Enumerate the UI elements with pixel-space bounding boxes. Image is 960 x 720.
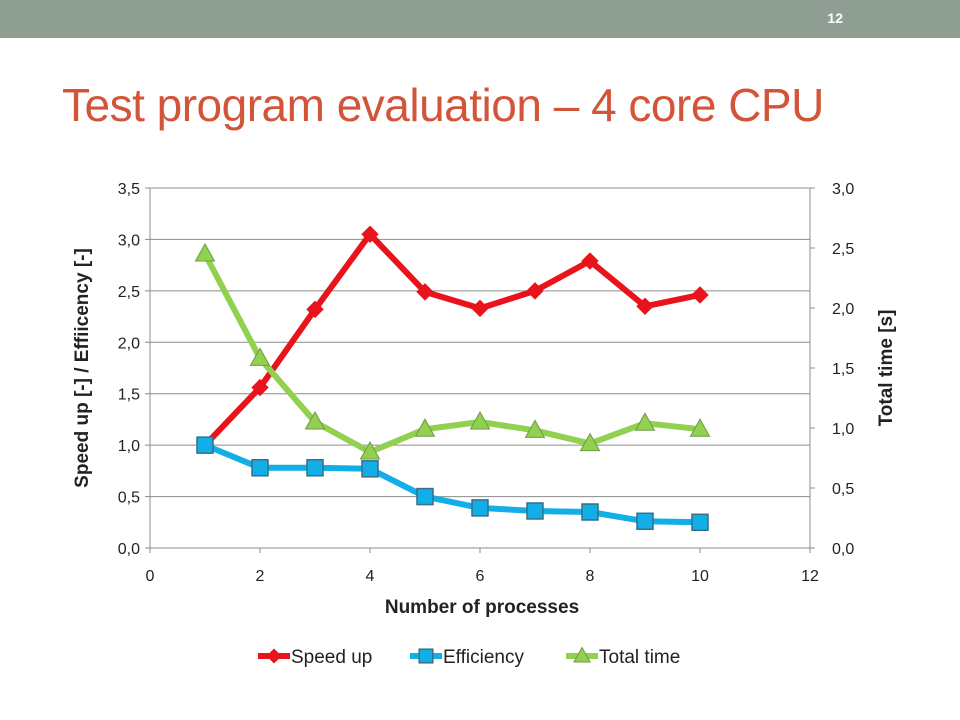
- efficiency-point: [581, 503, 599, 521]
- y-tick-label: 0,0: [118, 541, 140, 558]
- x-tick-label: 4: [366, 568, 375, 585]
- y-tick-label: 3,0: [118, 232, 140, 249]
- legend-label-speed-up: Speed up: [291, 647, 372, 668]
- y-axis-title: Speed up [-] / Effiicency [-]: [72, 248, 93, 488]
- efficiency-point: [196, 436, 214, 454]
- speed-up-point: [416, 283, 434, 301]
- speed-up-point: [691, 286, 709, 304]
- efficiency-point: [691, 513, 709, 532]
- efficiency-point: [471, 499, 489, 517]
- top-bar: [0, 0, 960, 38]
- y-tick-label: 1,0: [118, 438, 140, 455]
- total-time-point: [194, 242, 216, 262]
- y2-axis-title: Total time [s]: [876, 310, 897, 427]
- x-tick-label: 6: [476, 568, 485, 585]
- y2-tick-label: 1,5: [832, 361, 854, 378]
- speed-up-point: [251, 378, 269, 397]
- legend-marker-total-time: [573, 646, 591, 663]
- efficiency-point: [361, 460, 379, 478]
- total-time-line: [202, 252, 701, 455]
- efficiency-point: [306, 459, 324, 477]
- y2-tick-label: 2,0: [832, 301, 854, 318]
- efficiency-line: [203, 442, 701, 526]
- x-tick-label: 0: [146, 568, 155, 585]
- slide-number: 12: [827, 10, 843, 26]
- y2-tick-label: 0,5: [832, 481, 854, 498]
- slide-title: Test program evaluation – 4 core CPU: [62, 79, 824, 131]
- speed-up-point: [581, 252, 599, 270]
- y-tick-label: 2,5: [118, 284, 140, 301]
- speed-up-point: [471, 299, 489, 318]
- legend-marker-speed-up: [266, 648, 282, 664]
- speed-up-point: [306, 300, 324, 319]
- total-time-point: [249, 347, 271, 366]
- y2-tick-label: 3,0: [832, 181, 854, 198]
- efficiency-point: [251, 459, 269, 477]
- speed-up-point: [636, 297, 654, 315]
- y2-tick-label: 1,0: [832, 421, 854, 438]
- y-tick-label: 2,0: [118, 335, 140, 352]
- total-time-point: [304, 410, 326, 430]
- x-tick-label: 12: [801, 568, 819, 585]
- legend-label-efficiency: Efficiency: [443, 647, 524, 668]
- y2-tick-label: 0,0: [832, 541, 854, 558]
- speed-up-line: [202, 231, 701, 448]
- total-time-point: [689, 418, 711, 437]
- legend-marker-efficiency: [418, 648, 434, 664]
- efficiency-point: [416, 487, 434, 506]
- efficiency-point: [526, 502, 544, 520]
- y-tick-label: 1,5: [118, 387, 140, 404]
- y2-tick-label: 2,5: [832, 241, 854, 258]
- speed-up-point: [526, 282, 544, 300]
- legend-label-total-time: Total time: [599, 647, 680, 668]
- x-tick-label: 8: [586, 568, 595, 585]
- total-time-point: [634, 412, 656, 431]
- speed-up-point: [361, 225, 379, 243]
- x-axis-title: Number of processes: [385, 597, 579, 618]
- x-tick-label: 2: [256, 568, 265, 585]
- total-time-point: [414, 418, 436, 437]
- efficiency-point: [636, 512, 654, 531]
- total-time-point: [359, 440, 381, 460]
- total-time-point: [524, 419, 546, 438]
- x-tick-label: 10: [691, 568, 709, 585]
- y-tick-label: 0,5: [118, 490, 140, 507]
- total-time-point: [579, 432, 601, 452]
- total-time-point: [469, 410, 491, 430]
- y-tick-label: 3,5: [118, 181, 140, 198]
